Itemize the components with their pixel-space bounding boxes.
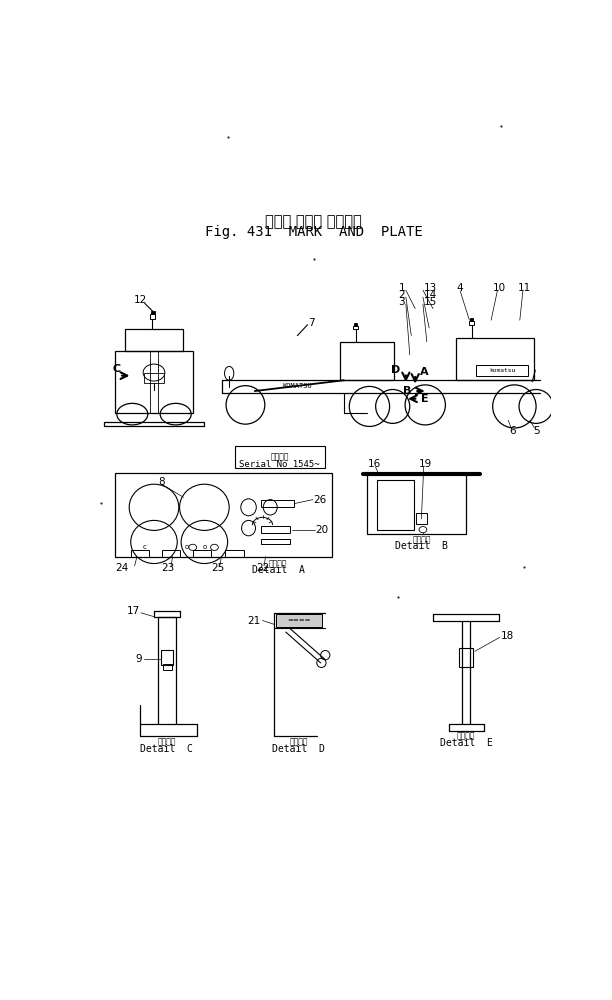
Text: ビ部詳細: ビ部詳細 [412,535,431,544]
Bar [261,526,291,533]
Text: Serial No 1545~: Serial No 1545~ [239,460,320,469]
Text: A: A [420,367,428,377]
Text: D: D [391,365,400,375]
Bar [469,321,474,325]
Bar [470,318,473,321]
Bar [476,365,528,376]
Text: ====: ==== [287,617,311,624]
Text: C: C [113,364,121,374]
Text: 18: 18 [501,631,515,641]
Text: 26: 26 [313,495,326,505]
Text: シ部詳細: シ部詳細 [157,738,176,747]
Text: 6: 6 [510,426,516,436]
Text: 24: 24 [115,563,128,573]
Bar [261,500,294,507]
Bar [163,664,172,670]
Text: 仕様番号: 仕様番号 [271,453,289,462]
Bar [261,539,291,544]
Text: o: o [202,544,206,550]
Text: 1: 1 [398,283,405,293]
Text: 15: 15 [424,297,437,307]
Text: ア部詳細: ア部詳細 [269,559,287,568]
Text: 16: 16 [368,459,381,469]
Bar [236,446,324,468]
Text: Detail  D: Detail D [272,744,326,754]
Text: 14: 14 [424,290,437,300]
Bar [115,473,332,557]
Bar [457,338,534,380]
Text: 5: 5 [533,426,539,436]
Text: 13: 13 [424,283,437,293]
Text: 4: 4 [457,283,463,293]
Text: 10: 10 [492,283,506,293]
Text: o: o [184,544,188,550]
Bar [353,326,358,329]
Text: 9: 9 [136,654,143,664]
Text: 20: 20 [315,525,328,535]
Text: 19: 19 [419,459,432,469]
Bar [115,351,193,413]
Bar [377,480,414,530]
Text: イ部詳細: イ部詳細 [457,732,476,740]
Text: E: E [420,394,428,404]
Text: 11: 11 [518,283,531,293]
Text: 25: 25 [211,563,224,573]
Text: KOMATSU: KOMATSU [283,383,312,389]
Text: 23: 23 [162,563,174,573]
Text: Detail  B: Detail B [395,541,448,551]
Bar [162,550,181,557]
Bar [151,311,155,314]
Text: Detail  C: Detail C [140,744,193,754]
Text: 12: 12 [133,295,147,305]
Text: c: c [143,544,147,550]
Text: B: B [403,386,411,396]
Text: 21: 21 [248,615,261,626]
Bar [150,314,155,319]
Bar [340,342,394,380]
Text: 17: 17 [127,606,140,616]
Text: Fig. 431  MARK  AND  PLATE: Fig. 431 MARK AND PLATE [205,225,422,239]
Text: 7: 7 [308,318,315,328]
Bar [161,650,173,665]
Bar [193,550,211,557]
Text: デ部詳細: デ部詳細 [289,738,308,747]
Bar [367,474,466,534]
Bar [225,550,244,557]
Text: 2: 2 [398,290,405,300]
Bar [275,614,322,627]
Text: 3: 3 [398,297,405,307]
Text: komatsu: komatsu [489,368,515,373]
Text: 8: 8 [159,477,165,487]
Text: マーク および プレート: マーク および プレート [265,214,362,229]
Bar [144,373,164,383]
Text: 22: 22 [256,563,269,573]
Bar [354,323,357,326]
Bar [125,329,182,351]
Bar [416,513,427,524]
Bar [131,550,149,557]
Text: Detail  A: Detail A [252,565,304,575]
Text: Detail  E: Detail E [440,738,493,748]
Bar [460,648,473,667]
